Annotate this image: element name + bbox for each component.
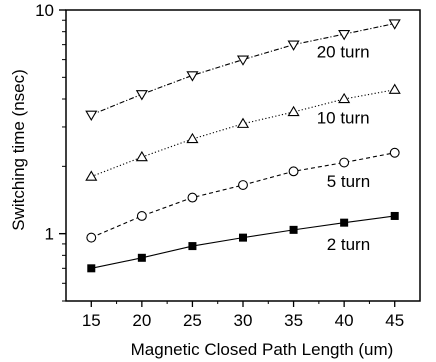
data-point (135, 150, 148, 162)
data-point (388, 83, 401, 94)
y-tick-label: 10 (35, 1, 54, 20)
series-line-20-turn (91, 22, 395, 116)
x-tick-label: 15 (82, 311, 101, 330)
data-point (339, 157, 350, 168)
x-tick-label: 35 (284, 311, 303, 330)
data-point (87, 264, 96, 273)
data-point (338, 92, 351, 104)
y-axis-ticks: 1 10 (35, 1, 66, 302)
series-label-5-turn: 5 turn (327, 172, 370, 191)
data-point (239, 233, 247, 242)
data-point (188, 242, 197, 251)
data-point (85, 170, 98, 181)
data-point (236, 117, 250, 128)
data-point (287, 40, 300, 51)
data-point (137, 253, 146, 262)
data-point (236, 55, 250, 66)
x-tick-label: 20 (132, 311, 151, 330)
data-point (238, 180, 248, 190)
data-point (85, 110, 98, 121)
series-layer: 20 turn 10 turn 5 turn 2 turn (85, 19, 401, 273)
y-axis-title: Switching time (nsec) (9, 69, 28, 231)
data-point (390, 211, 399, 220)
x-tick-label: 30 (234, 311, 253, 330)
y-tick-label: 1 (45, 225, 54, 244)
data-point (287, 105, 300, 117)
data-point (388, 19, 401, 30)
data-point (136, 211, 147, 221)
x-tick-label: 40 (335, 311, 354, 330)
series-20-turn: 20 turn (85, 19, 401, 121)
data-point (289, 225, 298, 234)
data-point (186, 71, 199, 82)
series-label-10-turn: 10 turn (317, 109, 370, 128)
x-axis-ticks: 15 20 25 30 35 40 45 (82, 301, 404, 330)
data-point (135, 90, 148, 101)
series-label-2-turn: 2 turn (327, 235, 370, 254)
series-label-20-turn: 20 turn (317, 43, 370, 62)
series-line-5-turn (91, 152, 395, 239)
series-2-turn: 2 turn (87, 211, 399, 273)
data-point (187, 192, 198, 203)
data-point (86, 232, 97, 243)
data-point (288, 166, 299, 177)
data-point (340, 218, 349, 227)
series-5-turn: 5 turn (86, 147, 400, 243)
x-tick-label: 45 (385, 311, 404, 330)
series-10-turn: 10 turn (85, 83, 401, 181)
x-tick-label: 25 (183, 311, 202, 330)
x-axis-title: Magnetic Closed Path Length (um) (131, 340, 394, 359)
data-point (186, 132, 199, 144)
data-point (338, 29, 351, 41)
data-point (389, 147, 400, 158)
